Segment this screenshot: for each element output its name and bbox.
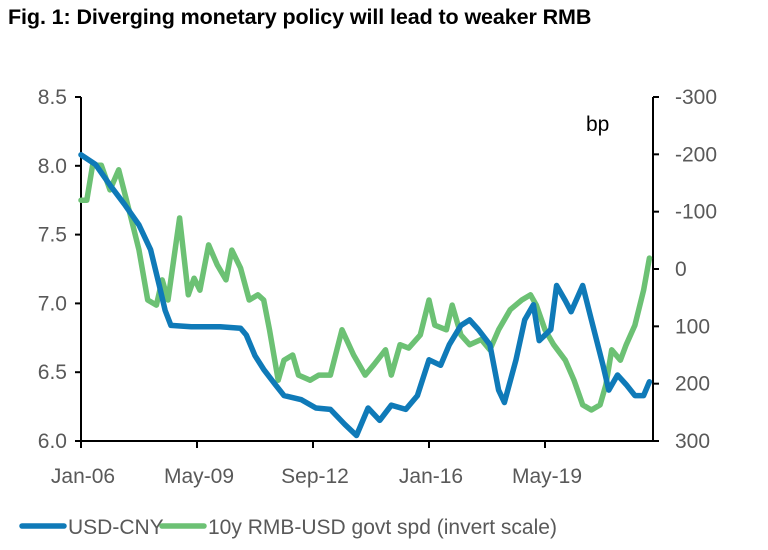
x-tick-label: Jan-16 [399,465,463,488]
series-line-rmb-usd-spread [78,162,653,413]
left-tick-label: 7.0 [38,292,67,315]
left-tick-label: 6.5 [38,361,67,384]
legend-label: 10y RMB-USD govt spd (invert scale) [208,516,557,539]
right-tick-label: -100 [675,201,717,224]
tick-labels: 6.0 6.5 7.0 7.5 8.0 8.5 -300 -200 -100 0 100 200 300… [38,86,717,488]
right-tick-label: 0 [675,258,687,281]
legend-label: USD-CNY [68,516,164,539]
left-tick-label: 8.0 [38,155,67,178]
right-tick-label: -200 [675,143,717,166]
chart-title: Fig. 1: Diverging monetary policy will l… [8,5,592,29]
series-line-usd-cny [78,152,653,439]
right-tick-label: 100 [675,315,710,338]
x-tick-label: Sep-12 [281,465,349,488]
right-tick-label: 200 [675,373,710,396]
left-tick-label: 7.5 [38,224,67,247]
x-tick-label: Jan-06 [51,465,115,488]
legend: USD-CNY 10y RMB-USD govt spd (invert scal… [19,516,557,539]
x-tick-label: May-19 [512,465,582,488]
left-tick-label: 6.0 [38,430,67,453]
left-tick-label: 8.5 [38,86,67,109]
axes [75,96,659,448]
right-tick-label: -300 [675,86,717,109]
x-tick-label: May-09 [164,465,234,488]
series-layer [78,152,653,439]
right-axis-unit-label: bp [586,113,609,136]
right-tick-label: 300 [675,430,710,453]
